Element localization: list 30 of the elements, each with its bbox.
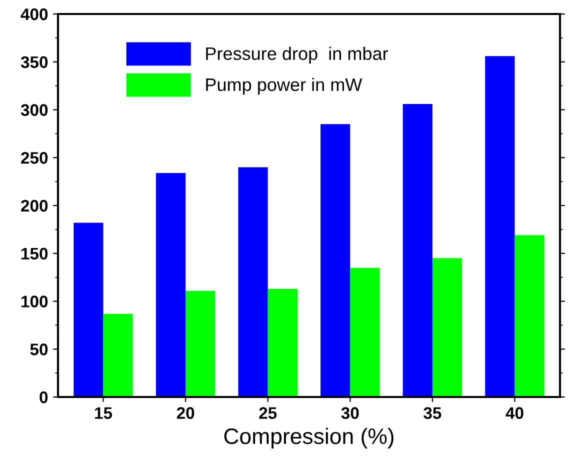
- y-tick-label: 350: [20, 56, 48, 68]
- x-tick-label: 20: [176, 407, 194, 419]
- x-tick-label: 25: [259, 407, 277, 419]
- y-tick-label: 250: [21, 152, 48, 164]
- x-tick-label: 35: [424, 407, 442, 419]
- x-tick-label: 15: [95, 407, 112, 419]
- x-tick-label: 30: [341, 407, 359, 419]
- legend-label: Pump power in mW: [206, 78, 362, 95]
- bar: [432, 258, 462, 397]
- bar: [186, 290, 216, 397]
- bar: [350, 268, 380, 397]
- bar: [268, 288, 298, 397]
- y-tick-label: 50: [30, 344, 48, 356]
- bar: [485, 56, 515, 397]
- y-tick-label: 100: [22, 296, 48, 308]
- bar: [156, 172, 186, 397]
- bar: [514, 235, 544, 397]
- bar: [320, 124, 350, 397]
- bar: [402, 104, 432, 397]
- bar: [238, 167, 268, 397]
- y-tick-label: 150: [22, 248, 48, 260]
- y-tick-label: 400: [20, 8, 48, 20]
- bar: [103, 314, 133, 397]
- x-axis-title: Compression (%): [224, 428, 394, 449]
- legend-label: Pressure drop in mbar: [206, 46, 388, 64]
- y-tick-label: 200: [21, 200, 48, 212]
- x-tick-label: 40: [506, 407, 524, 419]
- y-tick-label: 0: [40, 391, 48, 404]
- bar: [74, 222, 104, 397]
- y-tick-label: 300: [20, 104, 48, 116]
